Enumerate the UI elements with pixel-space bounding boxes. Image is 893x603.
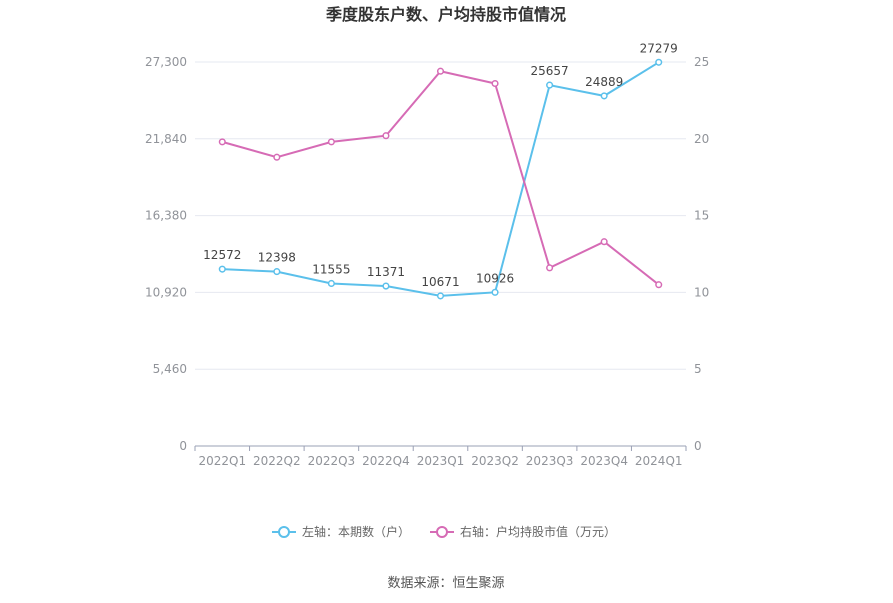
data-point[interactable] <box>382 132 390 140</box>
data-label: 27279 <box>640 41 678 55</box>
x-tick-label: 2024Q1 <box>635 454 683 468</box>
legend-marker <box>436 526 448 538</box>
right-tick-label: 25 <box>694 55 709 69</box>
x-tick-label: 2023Q4 <box>580 454 628 468</box>
left-tick-label: 27,300 <box>145 55 187 69</box>
data-label: 24889 <box>585 75 623 89</box>
left-axis-ticks: 0 5,460 10,920 16,380 21,840 27,300 <box>145 55 187 453</box>
data-point[interactable] <box>436 292 445 300</box>
data-label: 12572 <box>203 248 241 262</box>
legend[interactable]: 左轴：本期数（户） 右轴：户均持股市值（万元） <box>272 524 616 539</box>
x-tick-label: 2023Q3 <box>526 454 574 468</box>
x-tick-label: 2022Q3 <box>308 454 356 468</box>
legend-item[interactable]: 左轴：本期数（户） <box>272 524 410 539</box>
right-tick-label: 0 <box>694 439 702 453</box>
left-tick-label: 21,840 <box>145 132 187 146</box>
data-label: 25657 <box>531 64 569 78</box>
data-point[interactable] <box>218 138 226 146</box>
data-label: 10671 <box>421 275 459 289</box>
x-tick-label: 2022Q2 <box>253 454 301 468</box>
right-tick-label: 20 <box>694 132 709 146</box>
chart-title: 季度股东户数、户均持股市值情况 <box>325 5 566 24</box>
left-tick-label: 10,920 <box>145 285 187 299</box>
data-point[interactable] <box>436 67 445 75</box>
data-point[interactable] <box>546 81 554 89</box>
left-tick-label: 16,380 <box>145 209 187 223</box>
series-layer: 12572 12398 11555 11371 10671 10926 25657 24889… <box>203 41 678 300</box>
data-point[interactable] <box>273 268 281 276</box>
x-tick-label: 2022Q4 <box>362 454 410 468</box>
right-tick-label: 10 <box>694 285 709 299</box>
data-label: 11371 <box>367 265 405 279</box>
data-point[interactable] <box>655 281 663 289</box>
legend-item[interactable]: 右轴：户均持股市值（万元） <box>430 524 616 539</box>
data-point[interactable] <box>546 264 554 272</box>
data-point[interactable] <box>655 58 663 66</box>
series-1: 12572 12398 11555 11371 10671 10926 25657 24889… <box>203 41 678 300</box>
right-tick-label: 15 <box>694 209 709 223</box>
data-point[interactable] <box>491 288 499 296</box>
left-tick-label: 5,460 <box>153 362 187 376</box>
grid-lines <box>195 61 686 370</box>
data-point[interactable] <box>327 138 335 146</box>
data-point[interactable] <box>218 265 226 273</box>
left-tick-label: 0 <box>179 439 187 453</box>
data-point[interactable] <box>382 282 390 290</box>
series-2 <box>218 67 663 289</box>
data-point[interactable] <box>600 92 608 100</box>
x-tick-label: 2023Q2 <box>471 454 519 468</box>
data-label: 12398 <box>258 251 296 265</box>
data-point[interactable] <box>327 279 335 288</box>
data-point[interactable] <box>600 238 608 246</box>
legend-label: 左轴：本期数（户） <box>302 524 410 539</box>
legend-label: 右轴：户均持股市值（万元） <box>460 524 616 539</box>
right-axis-ticks: 0 5 10 15 20 25 <box>694 55 709 453</box>
x-axis-ticks: 2022Q1 2022Q2 2022Q3 2022Q4 2023Q1 2023Q2 2023… <box>194 446 687 468</box>
x-tick-label: 2023Q1 <box>417 454 465 468</box>
data-label: 11555 <box>312 262 350 276</box>
right-tick-label: 5 <box>694 362 702 376</box>
data-label: 10926 <box>476 271 514 285</box>
data-point[interactable] <box>491 79 499 88</box>
source-note: 数据来源：恒生聚源 <box>387 576 504 591</box>
x-tick-label: 2022Q1 <box>198 454 246 468</box>
data-point[interactable] <box>273 153 281 161</box>
legend-marker <box>278 526 290 538</box>
